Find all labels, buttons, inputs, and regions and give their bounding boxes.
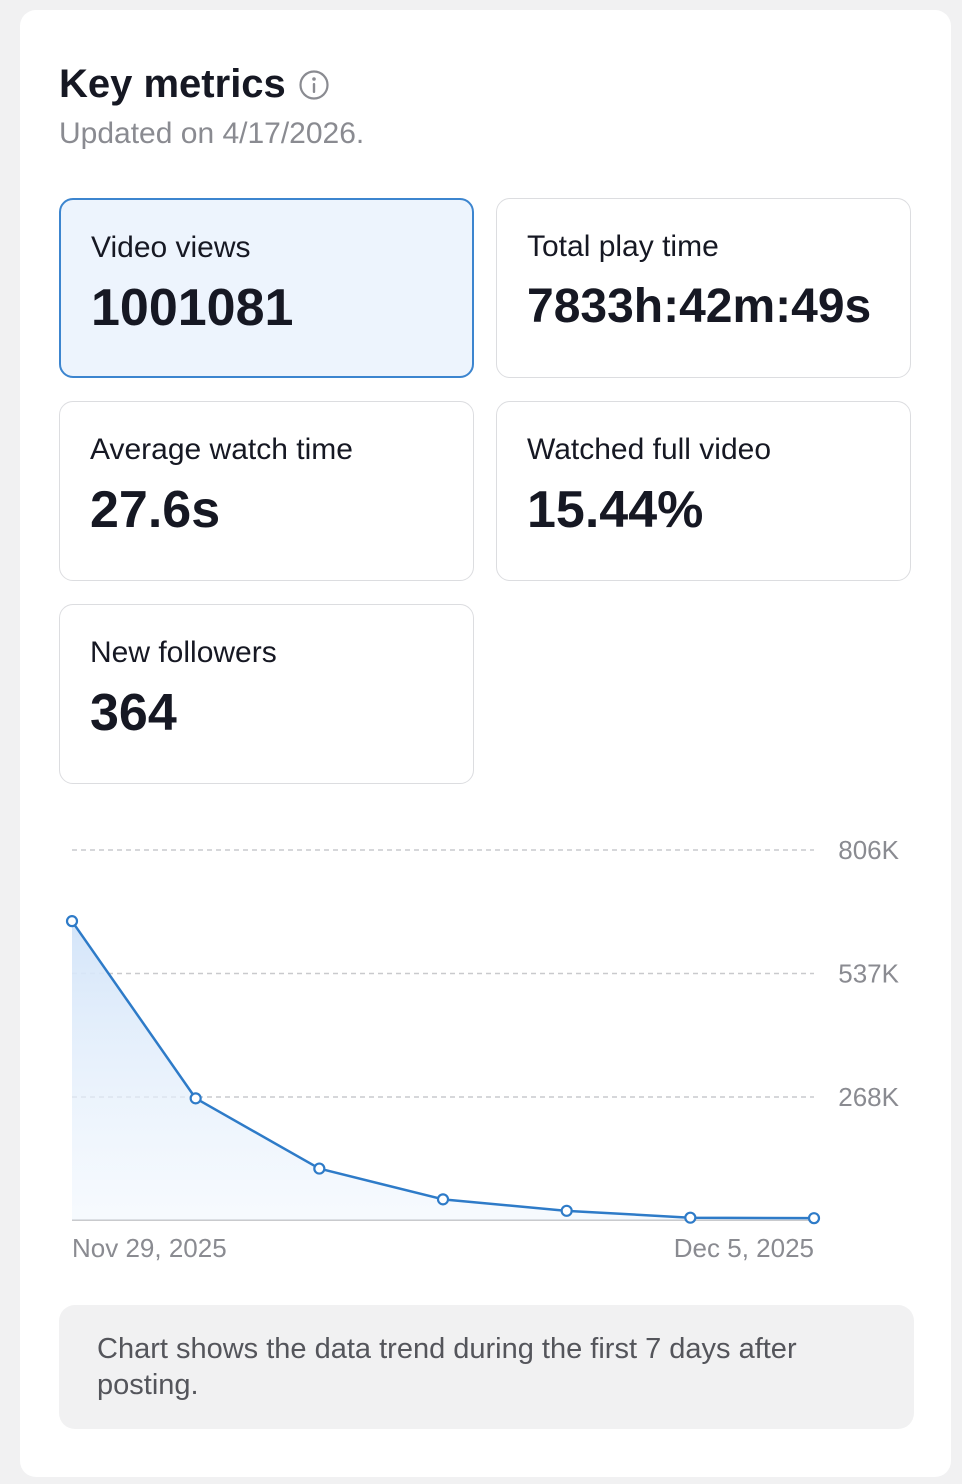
metric-value: 27.6s: [90, 481, 221, 539]
info-icon[interactable]: [298, 69, 330, 101]
metric-card-video-views[interactable]: Video views 1001081: [59, 198, 474, 378]
title-row: Key metrics: [59, 60, 330, 108]
y-tick-label: 268K: [838, 1082, 899, 1112]
metric-value: 15.44%: [527, 481, 704, 539]
data-point: [436, 1193, 450, 1206]
page-title: Key metrics: [59, 62, 286, 106]
area-fill: [72, 921, 814, 1220]
y-tick-label: 537K: [838, 958, 899, 988]
metric-card-total-play-time[interactable]: Total play time 7833h:42m:49s: [496, 198, 911, 378]
y-tick-label: 806K: [838, 835, 899, 865]
data-point: [189, 1092, 202, 1105]
data-point: [807, 1212, 821, 1225]
metric-label: Average watch time: [90, 433, 353, 466]
views-trend-chart: 268K 537K 806K Nov 29, 2025 Dec 5, 2025: [65, 835, 900, 1263]
metric-card-watched-full-video[interactable]: Watched full video 15.44%: [496, 401, 911, 581]
data-point: [684, 1211, 697, 1224]
metric-value: 7833h:42m:49s: [527, 280, 872, 333]
updated-date: Updated on 4/17/2026.: [59, 117, 365, 150]
metric-label: Total play time: [527, 230, 719, 263]
metric-label: New followers: [90, 636, 277, 669]
metric-card-new-followers[interactable]: New followers 364: [59, 604, 474, 784]
x-tick-label: Nov 29, 2025: [72, 1233, 227, 1263]
chart-note: Chart shows the data trend during the fi…: [59, 1305, 914, 1429]
metric-value: 364: [90, 684, 177, 742]
data-point: [65, 915, 79, 928]
metric-card-average-watch-time[interactable]: Average watch time 27.6s: [59, 401, 474, 581]
x-tick-label: Dec 5, 2025: [674, 1233, 814, 1263]
metric-label: Video views: [91, 231, 251, 264]
data-point: [560, 1204, 573, 1217]
data-point: [313, 1162, 326, 1175]
metric-value: 1001081: [91, 279, 294, 337]
metric-label: Watched full video: [527, 433, 772, 466]
